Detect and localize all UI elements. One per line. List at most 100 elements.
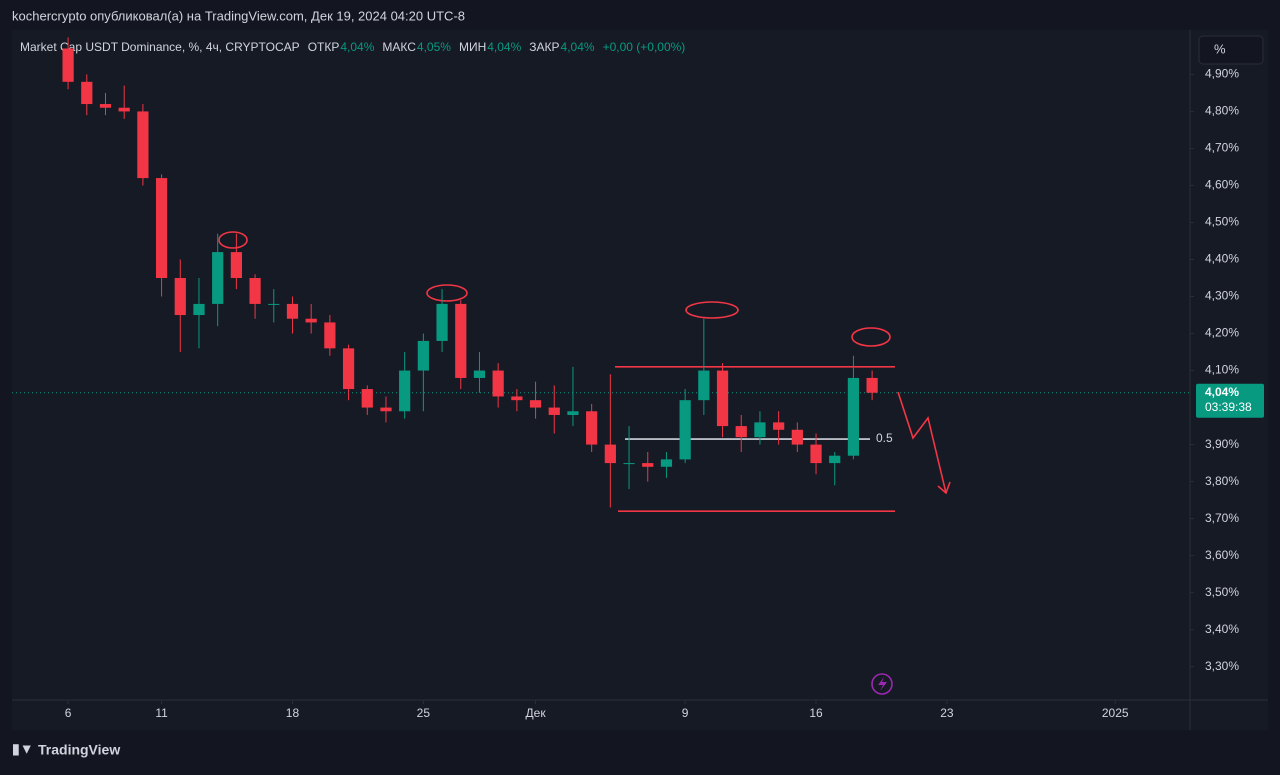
y-tick-label: 4,60%	[1205, 178, 1239, 192]
candle-body	[791, 429, 803, 445]
candle-body	[193, 303, 205, 316]
legend-item: 4,04%	[487, 40, 521, 54]
candle-body	[249, 278, 261, 304]
candle-body	[679, 400, 691, 460]
x-tick-label: 16	[809, 706, 823, 720]
publisher-line: kochercrypto опубликовал(а) на TradingVi…	[12, 8, 465, 23]
arrow-annotation	[897, 391, 951, 495]
candle-body	[810, 444, 822, 464]
candle-body	[230, 252, 242, 279]
countdown-label: 03:39:38	[1205, 400, 1252, 414]
legend-item: 4,04%	[561, 40, 595, 54]
plot-panel	[12, 30, 1268, 730]
y-tick-label: 4,80%	[1205, 104, 1239, 118]
candle-body	[847, 377, 860, 456]
candle-body	[511, 396, 523, 401]
candle-body	[567, 411, 579, 415]
candle-body	[99, 104, 112, 108]
y-tick-label: 3,70%	[1205, 511, 1239, 525]
x-tick-label: 9	[682, 706, 689, 720]
annotations	[218, 231, 951, 495]
candle-body	[137, 111, 149, 179]
candle-body	[473, 370, 486, 378]
candle-body	[399, 370, 411, 412]
y-tick-label: 3,40%	[1205, 622, 1239, 636]
level-label: 0.5	[876, 431, 893, 445]
candle-body	[212, 252, 224, 304]
candle-body	[268, 303, 280, 305]
candle-body	[118, 107, 130, 112]
candle-body	[754, 422, 766, 438]
logo: TradingView	[38, 742, 120, 758]
logo-mark: ▮▼	[12, 741, 34, 757]
candle-body	[436, 303, 448, 341]
y-tick-label: 4,90%	[1205, 67, 1239, 81]
legend-item: 4,05%	[417, 40, 451, 54]
circle-annotation	[218, 231, 248, 249]
legend-item: МИН	[459, 40, 486, 54]
candle-body	[716, 370, 729, 427]
y-tick-label: 4,70%	[1205, 141, 1239, 155]
y-tick-label: 3,30%	[1205, 659, 1239, 673]
x-tick-label: 18	[286, 706, 300, 720]
candle-body	[305, 318, 317, 323]
legend-item: +0,00 (+0,00%)	[603, 40, 686, 54]
candle-body	[155, 178, 168, 279]
candle-body	[324, 322, 336, 349]
event-icon[interactable]	[871, 673, 893, 695]
candle-body	[529, 400, 542, 408]
candle-body	[866, 377, 878, 393]
candle-body	[342, 348, 355, 390]
x-tick-label: 23	[940, 706, 954, 720]
candle-body	[62, 48, 74, 82]
y-tick-label: 3,60%	[1205, 548, 1239, 562]
legend-item: 4,04%	[340, 40, 374, 54]
last-price-label: 4,04%	[1205, 385, 1239, 399]
candle-body	[548, 407, 560, 415]
x-tick-label: 6	[65, 706, 72, 720]
candle-body	[623, 463, 635, 465]
y-tick-label: 4,30%	[1205, 289, 1239, 303]
event-icon-bolt	[878, 677, 887, 691]
scale-button[interactable]	[1198, 35, 1264, 65]
legend-item: Market Cap USDT Dominance, %, 4ч, CRYPTO…	[20, 40, 300, 54]
x-tick-label: Дек	[526, 706, 547, 720]
circle-annotation	[851, 327, 891, 347]
y-tick-label: 3,50%	[1205, 585, 1239, 599]
candle-body	[829, 455, 841, 464]
y-tick-label: 3,80%	[1205, 474, 1239, 488]
y-tick-label: 3,90%	[1205, 437, 1239, 451]
candle-body	[735, 426, 747, 438]
candle-body	[417, 340, 429, 371]
candle-body	[174, 278, 186, 316]
candle-body	[81, 81, 93, 105]
x-tick-label: 2025	[1102, 706, 1129, 720]
candle-body	[286, 303, 299, 319]
y-tick-label: 4,20%	[1205, 326, 1239, 340]
legend-item: ОТКР	[308, 40, 340, 54]
candle-body	[380, 407, 392, 412]
scale-button-label[interactable]: %	[1214, 41, 1226, 56]
candle-body	[361, 389, 373, 408]
candle-body	[586, 411, 598, 445]
candle-body	[455, 303, 467, 378]
candle-body	[773, 422, 785, 430]
x-tick-label: 25	[417, 706, 431, 720]
y-tick-label: 4,40%	[1205, 252, 1239, 266]
candle-body	[660, 459, 673, 467]
last-price-box	[1196, 383, 1264, 418]
candle-body	[642, 463, 654, 467]
candle-body	[604, 444, 616, 464]
legend: Market Cap USDT Dominance, %, 4ч, CRYPTO…	[20, 40, 685, 54]
circle-annotation	[426, 284, 468, 302]
x-tick-label: 11	[155, 706, 168, 720]
y-tick-label: 4,50%	[1205, 215, 1239, 229]
legend-item: МАКС	[382, 40, 416, 54]
candle-body	[492, 370, 504, 397]
circle-annotation	[685, 301, 739, 319]
y-tick-label: 4,10%	[1205, 363, 1239, 377]
candle-body	[698, 370, 710, 401]
legend-item: ЗАКР	[529, 40, 559, 54]
